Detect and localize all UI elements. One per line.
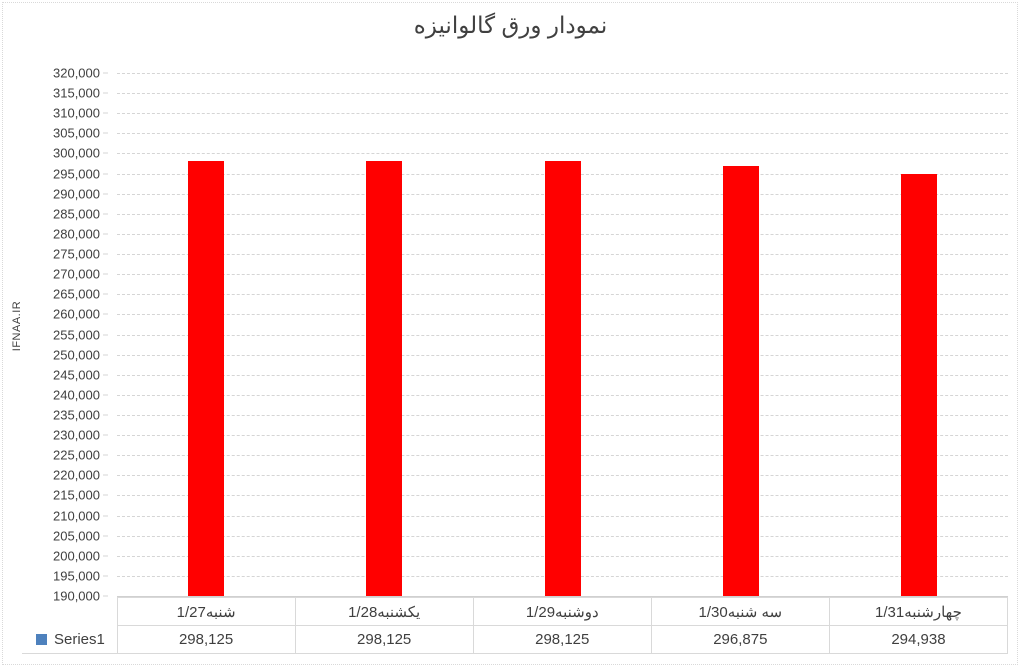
y-axis-tick-mark bbox=[103, 494, 108, 496]
y-axis-tick-label: 225,000 bbox=[53, 447, 100, 463]
gridline bbox=[117, 93, 1008, 95]
table-category-cell: سه شنبه1/30 bbox=[650, 597, 830, 626]
y-axis-tick-mark bbox=[103, 112, 108, 114]
y-axis-tick-label: 220,000 bbox=[53, 467, 100, 483]
y-axis-tick-label: 200,000 bbox=[53, 548, 100, 564]
y-axis-tick-mark bbox=[103, 515, 108, 517]
y-axis-tick-mark bbox=[103, 253, 108, 255]
y-axis-tick-mark bbox=[103, 575, 108, 577]
table-category-cell: یکشنبه1/28 bbox=[294, 597, 474, 626]
y-axis-tick-mark bbox=[103, 132, 108, 134]
bar-3[interactable] bbox=[544, 161, 581, 596]
y-axis-tick-mark bbox=[103, 535, 108, 537]
chart-title: نمودار ورق گالوانیزه bbox=[413, 12, 608, 38]
y-axis-tick-mark bbox=[103, 273, 108, 275]
y-axis-tick-label: 235,000 bbox=[53, 407, 100, 423]
y-axis-tick-label: 240,000 bbox=[53, 387, 100, 403]
y-axis-tick-label: 230,000 bbox=[53, 427, 100, 443]
y-axis-tick-label: 305,000 bbox=[53, 125, 100, 141]
y-axis-tick-mark bbox=[103, 72, 108, 74]
y-axis-tick-mark bbox=[103, 152, 108, 154]
table-row-values: Series1 298,125 298,125 298,125 296,875 294,… bbox=[22, 625, 1009, 654]
y-axis-tick-mark bbox=[103, 555, 108, 557]
y-axis-tick-mark bbox=[103, 173, 108, 175]
y-axis-tick-label: 190,000 bbox=[53, 588, 100, 604]
table-value-cell: 296,875 bbox=[650, 625, 830, 654]
y-axis-tick-label: 290,000 bbox=[53, 186, 100, 202]
y-axis-tick-label: 215,000 bbox=[53, 487, 100, 503]
y-axis-tick-mark bbox=[103, 233, 108, 235]
y-axis-tick-label: 250,000 bbox=[53, 347, 100, 363]
bar-4[interactable] bbox=[722, 166, 759, 596]
bar-2[interactable] bbox=[366, 161, 403, 596]
table-category-cell: دوشنبه1/29 bbox=[472, 597, 652, 626]
y-axis-tick-mark bbox=[103, 293, 108, 295]
y-axis-tick-mark bbox=[103, 354, 108, 356]
bar-5[interactable] bbox=[900, 173, 937, 596]
y-axis-tick-label: 255,000 bbox=[53, 327, 100, 342]
y-axis-tick-label: 315,000 bbox=[53, 85, 100, 101]
y-axis-tick-mark bbox=[103, 595, 108, 597]
y-axis-tick-label: 295,000 bbox=[53, 166, 100, 182]
gridline bbox=[117, 73, 1008, 74]
table-category-cell: چهارشنبه1/31 bbox=[828, 597, 1009, 626]
gridline bbox=[117, 596, 1008, 597]
bar-1[interactable] bbox=[188, 161, 225, 596]
data-table: شنبه1/27 یکشنبه1/28 دوشنبه1/29 سه شنبه1/30 چ… bbox=[22, 597, 1009, 654]
plot-area bbox=[117, 73, 1008, 597]
gridline bbox=[117, 153, 1008, 155]
y-axis-tick-label: 270,000 bbox=[53, 266, 100, 282]
table-corner-cell bbox=[22, 598, 117, 626]
gridline bbox=[117, 113, 1008, 115]
y-axis-tick-label: 210,000 bbox=[53, 508, 100, 524]
y-axis-tick-label: 195,000 bbox=[53, 568, 100, 584]
y-axis-tick-label: 245,000 bbox=[53, 367, 100, 383]
table-value-cell: 294,938 bbox=[828, 625, 1009, 654]
table-value-cell: 298,125 bbox=[294, 625, 474, 654]
y-axis-tick-label: 275,000 bbox=[53, 246, 100, 262]
gridline bbox=[117, 133, 1008, 135]
table-row-categories: شنبه1/27 یکشنبه1/28 دوشنبه1/29 سه شنبه1/30 چ… bbox=[22, 597, 1009, 626]
y-axis: 320,000 315,000 310,000 305,000 300,000 295,0… bbox=[0, 66, 108, 604]
y-axis-tick-label: 300,000 bbox=[53, 145, 100, 161]
y-axis-tick-mark bbox=[103, 92, 108, 94]
y-axis-tick-mark bbox=[103, 313, 108, 315]
y-axis-tick-mark bbox=[103, 474, 108, 476]
bars-layer bbox=[117, 73, 1008, 596]
y-axis-tick-label: 285,000 bbox=[53, 206, 100, 222]
y-axis-tick-label: 260,000 bbox=[53, 306, 100, 322]
y-axis-tick-mark bbox=[103, 434, 108, 436]
y-axis-tick-mark bbox=[103, 334, 108, 335]
y-axis-tick-label: 265,000 bbox=[53, 286, 100, 302]
table-value-cell: 298,125 bbox=[472, 625, 652, 654]
y-axis-tick-mark bbox=[103, 454, 108, 456]
y-axis-tick-label: 205,000 bbox=[53, 528, 100, 544]
legend-series-label: Series1 bbox=[54, 630, 105, 648]
legend-swatch-icon bbox=[36, 633, 47, 645]
y-axis-tick-label: 310,000 bbox=[53, 105, 100, 121]
y-axis-tick-mark bbox=[103, 414, 108, 416]
y-axis-tick-mark bbox=[103, 193, 108, 195]
y-axis-tick-label: 320,000 bbox=[53, 65, 100, 81]
y-axis-tick-mark bbox=[103, 374, 108, 376]
table-category-cell: شنبه1/27 bbox=[116, 597, 296, 626]
y-axis-tick-label: 280,000 bbox=[53, 226, 100, 242]
table-value-cell: 298,125 bbox=[116, 625, 296, 654]
y-axis-tick-mark bbox=[103, 394, 108, 396]
y-axis-tick-mark bbox=[103, 213, 108, 215]
legend-entry[interactable]: Series1 bbox=[22, 625, 118, 654]
